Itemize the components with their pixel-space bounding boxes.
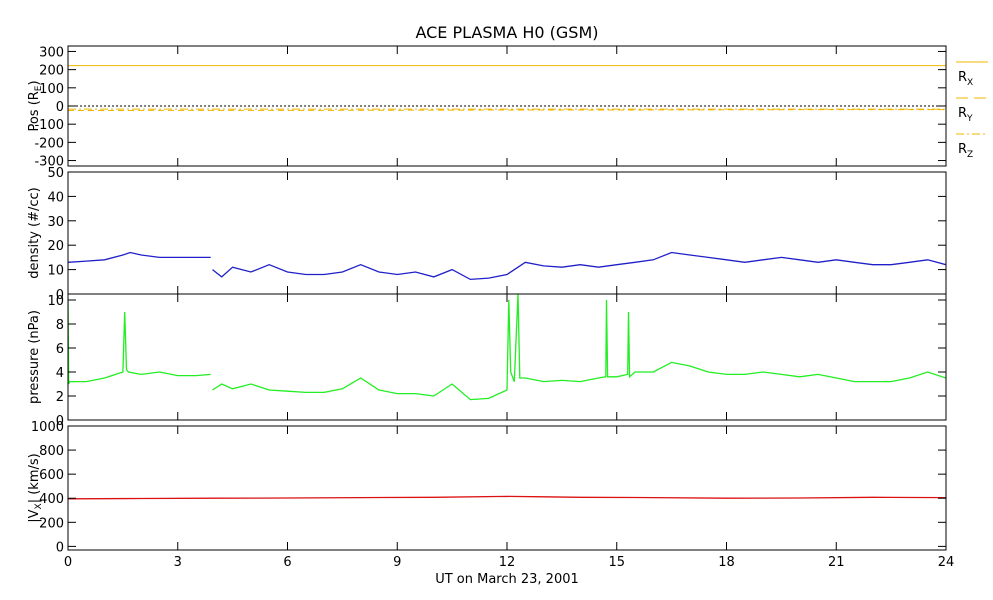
position-ylabel-part: ) [27, 80, 42, 85]
legend-label-z: RZ [958, 142, 973, 160]
position-frame [67, 45, 947, 167]
y-tick-label: 40 [47, 190, 64, 205]
y-tick-label: 50 [47, 166, 64, 181]
y-tick-label: 0 [56, 414, 64, 429]
x-tick-label: 9 [393, 555, 401, 570]
pressure-series-line-0 [68, 299, 211, 385]
x-tick-label: 3 [174, 555, 182, 570]
x-axis-label: UT on March 23, 2001 [435, 572, 579, 587]
density-series-line-0 [68, 251, 211, 263]
velocity-series-line-0 [68, 495, 946, 500]
y-tick-label: 0 [56, 288, 64, 303]
y-tick-label: -100 [34, 118, 64, 133]
figure-title: ACE PLASMA H0 (GSM) [415, 23, 598, 42]
pressure-frame [67, 293, 947, 421]
y-tick-label: 4 [56, 366, 64, 381]
x-tick-label: 6 [283, 555, 291, 570]
x-tick-label: 15 [608, 555, 625, 570]
pressure-y-axis-label: pressure (nPa) [27, 310, 42, 404]
y-tick-label: 6 [56, 342, 64, 357]
position-ylabel-part: Pos (R [27, 91, 42, 131]
legend-label-main: R [958, 142, 967, 157]
y-tick-label: -300 [34, 155, 64, 170]
y-tick-label: 200 [39, 516, 64, 531]
legend-label-x: RX [958, 70, 973, 88]
y-tick-label: 8 [56, 318, 64, 333]
pressure-panel: 10 8 6 4 2 0 pressure (nPa) [27, 293, 947, 429]
y-tick-label: 10 [47, 264, 64, 279]
y-tick-label: 0 [56, 100, 64, 115]
y-tick-label: 20 [47, 239, 64, 254]
density-panel: 50 40 30 20 10 0 density (#/cc) [27, 166, 947, 303]
pressure-series-line-1 [212, 294, 946, 401]
position-ylabel-part: E [34, 85, 44, 91]
legend-label-sub: Y [966, 114, 973, 124]
legend-label-sub: Z [967, 150, 973, 160]
y-tick-label: 400 [39, 492, 64, 507]
y-tick-label: 10 [47, 294, 64, 309]
velocity-ylabel-part: | (km/s) [27, 453, 42, 503]
legend-label-main: R [958, 106, 967, 121]
position-series-line-1 [68, 109, 946, 111]
density-frame [67, 171, 947, 295]
velocity-frame [67, 425, 947, 551]
y-tick-label: 300 [39, 45, 64, 60]
x-tick-label: 21 [828, 555, 845, 570]
velocity-y-axis-label: |VX| (km/s) [27, 453, 44, 522]
velocity-ylabel-part: X [34, 503, 44, 509]
y-tick-label: 100 [39, 82, 64, 97]
velocity-ylabel-part: |V [27, 509, 42, 522]
position-panel: 300 200 100 0 -100 -200 -300 Pos (RE) [27, 45, 947, 170]
density-series-line-1 [212, 251, 946, 281]
legend-label-sub: X [967, 78, 973, 88]
x-tick-label: 24 [938, 555, 955, 570]
legend-label-y: RY [958, 106, 973, 124]
y-tick-label: 800 [39, 444, 64, 459]
y-tick-label: 600 [39, 468, 64, 483]
y-tick-label: 0 [56, 540, 64, 555]
legend-label-main: R [958, 70, 967, 85]
density-y-axis-label: density (#/cc) [27, 187, 42, 279]
y-tick-label: -200 [34, 136, 64, 151]
y-tick-label: 30 [47, 215, 64, 230]
velocity-panel: 1000 800 600 400 200 00 3 6 9 12 15 18 21 24 |VX| (km/… [27, 420, 954, 570]
x-tick-label: 18 [718, 555, 735, 570]
y-tick-label: 200 [39, 64, 64, 79]
position-y-axis-label: Pos (RE) [27, 80, 44, 131]
x-tick-label: 12 [499, 555, 516, 570]
y-tick-label: 1000 [31, 420, 64, 435]
x-tick-label: 0 [64, 555, 72, 570]
y-tick-label: 2 [56, 390, 64, 405]
